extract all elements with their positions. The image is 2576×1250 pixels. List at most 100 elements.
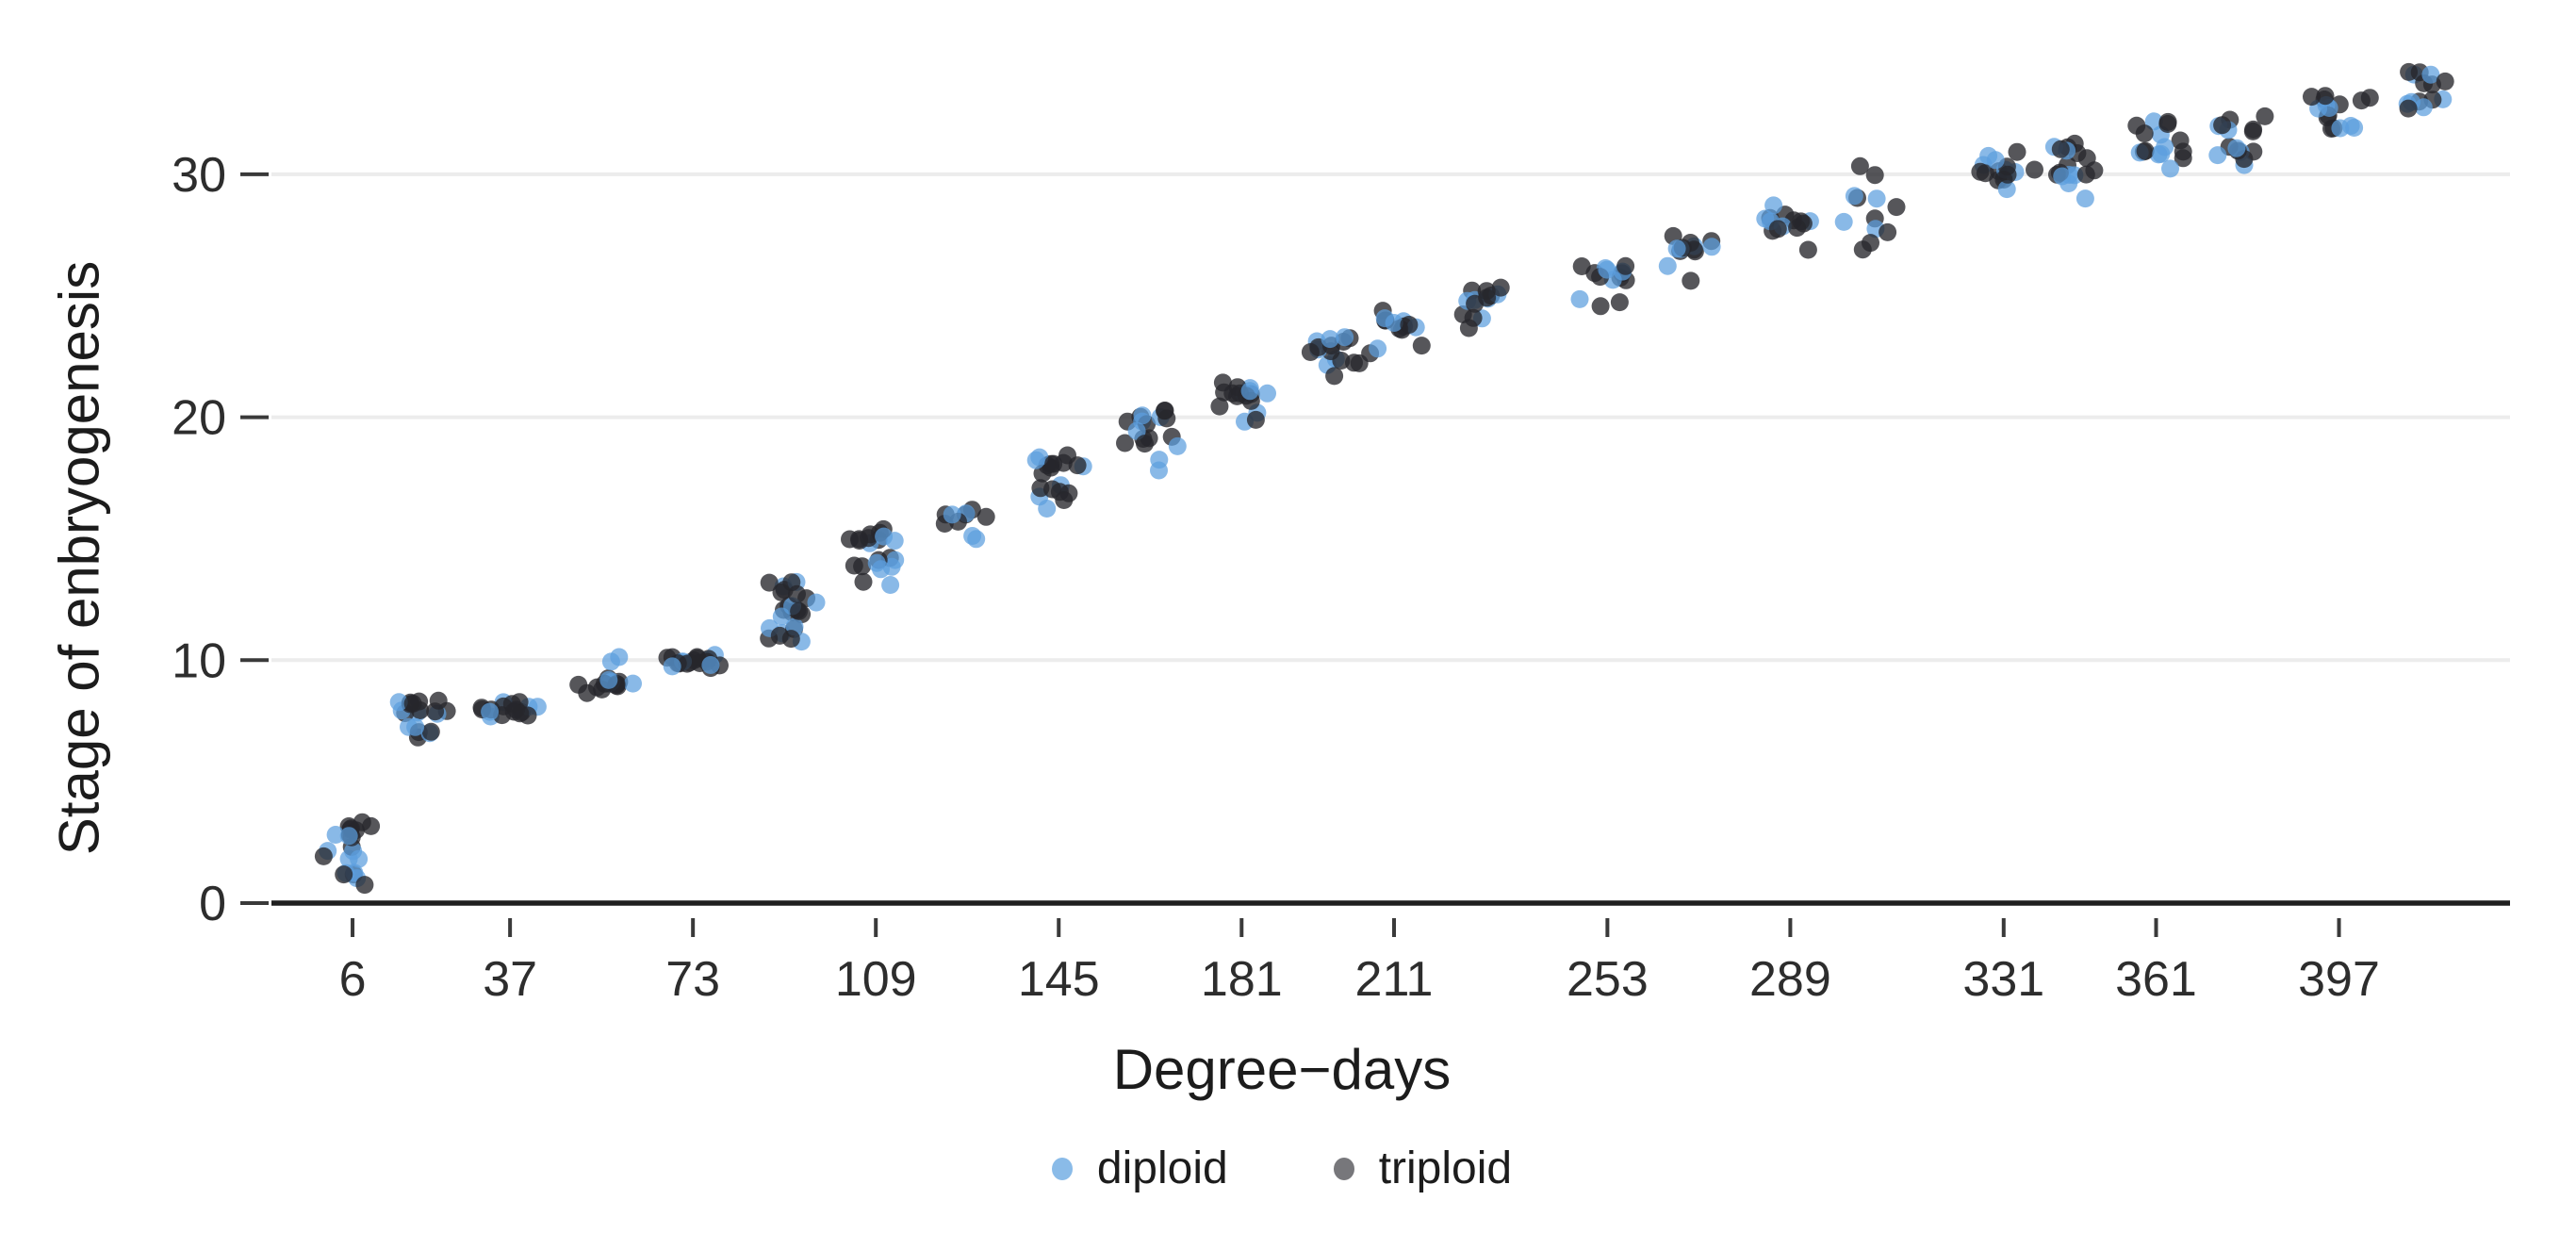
triploid-point	[1879, 222, 1897, 241]
y-tick-label: 10	[172, 633, 226, 688]
diploid-point	[2076, 189, 2094, 208]
triploid-point	[1332, 352, 1351, 370]
diploid-legend-marker-icon	[1051, 1157, 1073, 1180]
x-tick-label: 397	[2298, 952, 2380, 1007]
diploid-point	[943, 505, 961, 524]
triploid-point	[1213, 373, 1232, 392]
y-tick-label: 0	[199, 877, 226, 931]
triploid-point	[569, 675, 588, 694]
x-tick-label: 289	[1749, 952, 1831, 1007]
diploid-point	[1667, 239, 1686, 258]
axis-tick-labels: 6 37 73 109 145 181 211 253 289 331 361 397 0 10 20 30	[172, 148, 2380, 1007]
diploid-point	[481, 702, 500, 721]
diploid-point	[2421, 65, 2440, 84]
triploid-point	[1459, 319, 1478, 337]
diploid-point	[2053, 167, 2072, 186]
diploid-point	[663, 657, 681, 676]
triploid-point	[853, 557, 872, 576]
diploid-point	[406, 717, 425, 736]
data-points	[314, 62, 2454, 895]
triploid-point	[355, 876, 374, 895]
diploid-point	[1867, 189, 1886, 208]
triploid-point	[314, 847, 333, 865]
diploid-point	[1258, 384, 1276, 403]
triploid-point	[1350, 354, 1369, 372]
triploid-point	[2026, 160, 2043, 179]
diploid-point	[807, 593, 826, 612]
diploid-point	[350, 849, 369, 868]
x-tick-label: 253	[1567, 952, 1649, 1007]
diploid-point	[2161, 159, 2179, 178]
diploid-point	[1570, 289, 1589, 308]
gridlines	[271, 172, 2510, 663]
triploid-point	[1865, 166, 1884, 185]
diploid-point	[1321, 330, 1339, 349]
triploid-point	[1031, 479, 1050, 498]
triploid-point	[1768, 220, 1787, 238]
legend-item-diploid: diploid	[1051, 1143, 1228, 1194]
triploid-point	[1055, 491, 1074, 509]
triploid-point	[1466, 294, 1485, 313]
diploid-legend-label: diploid	[1096, 1143, 1228, 1193]
diploid-point	[1369, 339, 1387, 358]
triploid-point	[2051, 140, 2070, 158]
x-tick-label: 6	[339, 952, 367, 1007]
triploid-point	[1798, 240, 1817, 259]
triploid-point	[2174, 142, 2192, 161]
diploid-point	[339, 827, 358, 846]
x-tick-label: 361	[2115, 952, 2197, 1007]
diploid-point	[2227, 139, 2246, 157]
triploid-point	[1412, 337, 1431, 355]
diploid-point	[1997, 180, 2016, 199]
triploid-point	[403, 694, 422, 713]
triploid-point	[1400, 316, 1419, 334]
diploid-point	[872, 560, 890, 579]
triploid-point	[2158, 112, 2177, 131]
x-tick-label: 73	[665, 952, 720, 1007]
diploid-point	[2345, 119, 2364, 137]
axis-ticks	[240, 172, 2341, 937]
diploid-point	[601, 652, 620, 671]
triploid-point	[2352, 91, 2371, 110]
triploid-point	[2399, 99, 2418, 118]
triploid-point	[2436, 72, 2454, 90]
triploid-legend-marker-icon	[1333, 1157, 1354, 1180]
triploid-point	[2008, 142, 2026, 161]
triploid-point	[1136, 435, 1154, 453]
triploid-point	[788, 584, 806, 603]
x-tick-label: 109	[835, 952, 917, 1007]
triploid-point	[1477, 282, 1496, 301]
triploid-point	[2213, 116, 2232, 135]
diploid-point	[1702, 238, 1721, 256]
triploid-point	[353, 813, 371, 831]
legend-item-triploid: triploid	[1333, 1143, 1512, 1194]
triploid-point	[2127, 116, 2146, 135]
diploid-point	[1168, 436, 1187, 455]
diploid-point	[1336, 328, 1354, 347]
diploid-point	[599, 670, 618, 689]
triploid-point	[1572, 257, 1591, 275]
triploid-point	[421, 722, 440, 741]
triploid-point	[2085, 161, 2104, 180]
triploid-point	[1971, 162, 1990, 181]
triploid-point	[2244, 120, 2263, 139]
diploid-point	[389, 693, 408, 712]
diploid-point	[1240, 382, 1259, 401]
x-tick-label: 331	[1962, 952, 2044, 1007]
diploid-point	[1756, 209, 1775, 228]
triploid-point	[1998, 165, 2017, 184]
triploid-point	[861, 525, 879, 544]
triploid-point	[1792, 212, 1811, 231]
diploid-point	[2331, 119, 2350, 138]
triploid-point	[1325, 367, 1344, 386]
diploid-point	[1658, 256, 1677, 275]
diploid-point	[875, 527, 894, 546]
triploid-point	[770, 626, 789, 645]
diploid-point	[1845, 187, 1863, 206]
diploid-point	[2152, 144, 2171, 163]
diploid-point	[701, 656, 720, 674]
diploid-point	[963, 527, 982, 545]
triploid-point	[760, 573, 779, 592]
diploid-point	[2144, 112, 2163, 131]
